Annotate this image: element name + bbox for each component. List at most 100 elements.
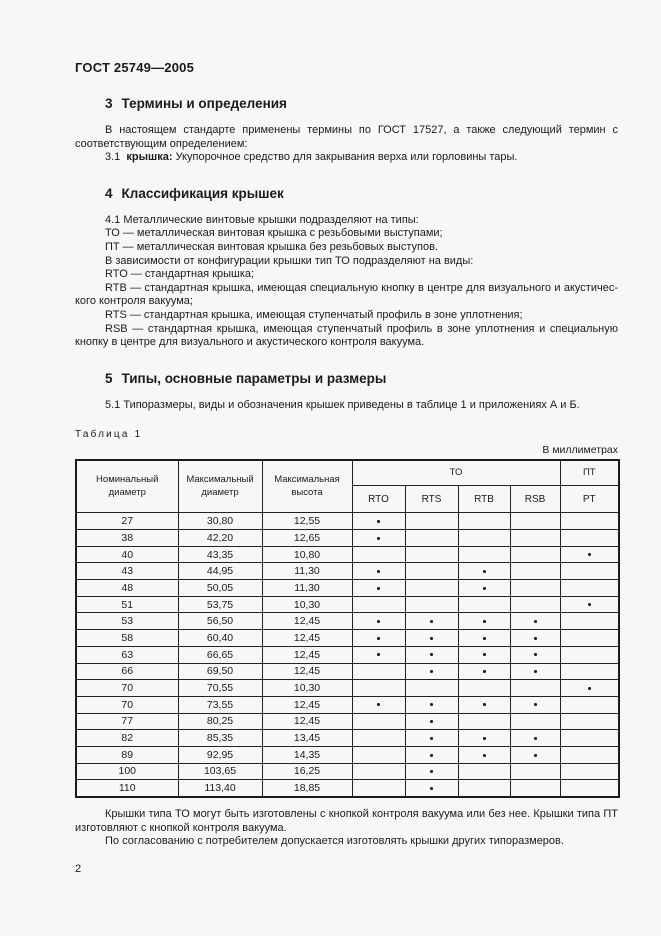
cell-mark-rsb	[509, 729, 561, 747]
presence-dot-icon	[430, 653, 433, 657]
section-5-heading: 5 Типы, основные параметры и размеры	[75, 371, 618, 386]
presence-dot-icon	[482, 753, 486, 757]
cell-mark-rtb	[457, 695, 511, 714]
cell-mark-rtb	[457, 745, 511, 764]
cell-mark-pt	[559, 612, 620, 631]
classification-line: RTB — стандартная крышка, имеющая специа…	[75, 281, 618, 308]
cell-max-diameter: 80,25	[177, 712, 263, 731]
cell-max-diameter: 50,05	[177, 579, 263, 597]
presence-dot-icon	[377, 569, 380, 573]
cell-mark-rto	[351, 679, 406, 697]
cell-mark-rtb	[457, 629, 511, 647]
col-group-to: ТО	[351, 459, 561, 487]
cell-mark-rsb	[509, 679, 561, 697]
table-row: 89 92,95 14,35	[75, 745, 620, 764]
cell-mark-pt	[559, 529, 620, 547]
dimensions-table: Номинальный диаметр Максимальный диаметр…	[75, 459, 621, 798]
table-row: 38 42,20 12,65	[75, 529, 620, 547]
cell-max-height: 12,55	[261, 512, 353, 530]
cell-mark-pt	[559, 745, 620, 764]
cell-max-height: 13,45	[261, 729, 353, 747]
cell-nominal-diameter: 66	[75, 662, 179, 681]
cell-max-diameter: 56,50	[177, 612, 263, 631]
cell-mark-rtb	[457, 645, 511, 664]
cell-max-height: 12,45	[261, 645, 353, 664]
cell-mark-rtb	[457, 712, 511, 731]
cell-mark-rto	[351, 529, 406, 547]
cell-mark-pt	[559, 729, 620, 747]
cell-nominal-diameter: 63	[75, 645, 179, 664]
col-header-rts: RTS	[404, 485, 459, 514]
cell-mark-rto	[351, 729, 406, 747]
cell-nominal-diameter: 89	[75, 745, 179, 764]
cell-mark-rto	[351, 712, 406, 731]
table-units-note: В миллиметрах	[542, 444, 618, 457]
cell-nominal-diameter: 82	[75, 729, 179, 747]
page-number: 2	[75, 862, 82, 875]
cell-nominal-diameter: 27	[75, 512, 179, 530]
cell-mark-rto	[351, 645, 406, 664]
col-header-rto: RTO	[351, 485, 406, 514]
table-row: 48 50,05 11,30	[75, 579, 620, 597]
presence-dot-icon	[533, 670, 537, 674]
presence-dot-icon	[587, 553, 591, 557]
cell-nominal-diameter: 38	[75, 529, 179, 547]
cell-mark-pt	[559, 712, 620, 731]
presence-dot-icon	[587, 603, 591, 607]
cell-mark-rsb	[509, 762, 561, 781]
cell-max-height: 12,45	[261, 612, 353, 631]
cell-mark-rts	[404, 579, 459, 597]
presence-dot-icon	[430, 770, 433, 774]
cell-max-height: 12,65	[261, 529, 353, 547]
presence-dot-icon	[377, 519, 380, 523]
cell-max-height: 14,35	[261, 745, 353, 764]
cell-mark-pt	[559, 512, 620, 530]
cell-max-height: 10,80	[261, 545, 353, 564]
cell-mark-rsb	[509, 712, 561, 731]
table-header-group-row: Номинальный диаметр Максимальный диаметр…	[75, 459, 620, 514]
cell-mark-rts	[404, 679, 459, 697]
presence-dot-icon	[482, 620, 486, 623]
cell-max-diameter: 113,40	[177, 779, 263, 798]
presence-dot-icon	[587, 686, 591, 690]
presence-dot-icon	[377, 586, 380, 590]
classification-line: RTS — стандартная крышка, имеющая ступен…	[105, 308, 523, 321]
cell-max-diameter: 66,65	[177, 645, 263, 664]
classification-line: RSB — стандартная крышка, имеющая ступен…	[75, 322, 618, 349]
section-5-title: Типы, основные параметры и размеры	[121, 370, 387, 386]
table-row: 51 53,75 10,30	[75, 595, 620, 614]
table-row: 82 85,35 13,45	[75, 729, 620, 747]
cell-mark-rts	[404, 612, 459, 631]
cell-nominal-diameter: 70	[75, 679, 179, 697]
col-group-pt: ПТ	[559, 459, 620, 487]
cell-max-height: 10,30	[261, 595, 353, 614]
presence-dot-icon	[482, 653, 486, 657]
cell-mark-rsb	[509, 595, 561, 614]
presence-dot-icon	[430, 620, 433, 623]
presence-dot-icon	[430, 753, 433, 757]
cell-max-height: 12,45	[261, 629, 353, 647]
cell-max-diameter: 103,65	[177, 762, 263, 781]
cell-mark-rsb	[509, 529, 561, 547]
cell-mark-pt	[559, 762, 620, 781]
presence-dot-icon	[377, 636, 380, 640]
cell-mark-rts	[404, 629, 459, 647]
term-definition-text: Укупорочное средство для закрывания верх…	[175, 151, 518, 164]
cell-mark-rto	[351, 745, 406, 764]
cell-mark-rts	[404, 745, 459, 764]
presence-dot-icon	[430, 720, 433, 724]
cell-mark-rsb	[509, 579, 561, 597]
cell-max-diameter: 53,75	[177, 595, 263, 614]
cell-nominal-diameter: 77	[75, 712, 179, 731]
cell-max-height: 12,45	[261, 712, 353, 731]
cell-mark-pt	[559, 645, 620, 664]
presence-dot-icon	[430, 703, 433, 707]
cell-mark-rto	[351, 629, 406, 647]
col-header-pt: PT	[559, 485, 620, 514]
cell-max-height: 18,85	[261, 779, 353, 798]
table-row: 43 44,95 11,30	[75, 562, 620, 581]
table-row: 77 80,25 12,45	[75, 712, 620, 731]
presence-dot-icon	[533, 703, 537, 707]
cell-nominal-diameter: 43	[75, 562, 179, 581]
